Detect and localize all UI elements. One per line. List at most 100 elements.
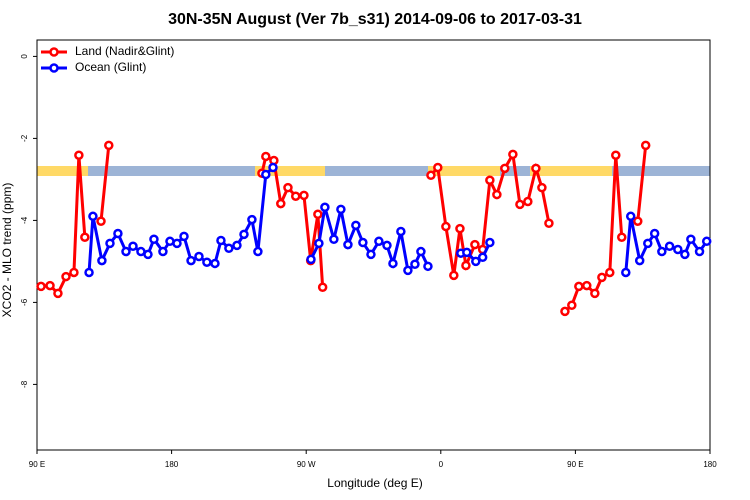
y-tick-label: -8 bbox=[20, 380, 29, 388]
data-point bbox=[261, 151, 271, 162]
data-point bbox=[374, 236, 384, 247]
data-point bbox=[455, 223, 465, 234]
data-point bbox=[531, 163, 541, 174]
data-point bbox=[477, 252, 488, 263]
data-point bbox=[299, 190, 309, 201]
legend-marker bbox=[49, 63, 59, 73]
y-tick-label: 0 bbox=[20, 54, 29, 59]
legend-label: Ocean (Glint) bbox=[75, 60, 146, 74]
data-point bbox=[194, 251, 204, 262]
data-point bbox=[449, 270, 459, 281]
data-point bbox=[461, 260, 471, 271]
chart-title: 30N-35N August (Ver 7b_s31) 2014-09-06 t… bbox=[168, 11, 582, 28]
x-tick-label: 180 bbox=[703, 460, 717, 469]
data-point bbox=[306, 254, 316, 265]
x-tick-label: 90 E bbox=[29, 460, 45, 469]
data-point bbox=[582, 280, 592, 291]
data-point bbox=[104, 140, 114, 151]
data-point bbox=[105, 238, 115, 249]
data-point bbox=[36, 281, 46, 292]
data-point bbox=[149, 234, 159, 245]
y-tick-label: -4 bbox=[20, 216, 29, 224]
data-point bbox=[268, 162, 278, 173]
data-point bbox=[410, 259, 420, 270]
data-point bbox=[485, 237, 495, 248]
data-point bbox=[69, 267, 79, 278]
surface-band bbox=[37, 166, 710, 176]
data-point bbox=[80, 232, 90, 242]
data-point bbox=[329, 234, 339, 245]
data-point bbox=[388, 258, 398, 269]
data-point bbox=[216, 235, 226, 246]
data-point bbox=[643, 238, 653, 249]
data-point bbox=[121, 246, 131, 257]
plot-frame bbox=[36, 39, 711, 451]
data-point bbox=[694, 246, 705, 257]
data-point bbox=[537, 182, 547, 193]
data-point bbox=[590, 288, 600, 299]
x-tick-label: 180 bbox=[165, 460, 179, 469]
data-point bbox=[640, 140, 651, 151]
data-point bbox=[88, 211, 98, 222]
data-point bbox=[290, 191, 301, 201]
data-point bbox=[314, 238, 324, 249]
data-point bbox=[186, 255, 196, 266]
data-point bbox=[320, 202, 330, 213]
data-point bbox=[158, 246, 168, 257]
data-point bbox=[261, 169, 271, 180]
data-point bbox=[96, 216, 106, 226]
data-point bbox=[97, 255, 107, 266]
data-point bbox=[471, 256, 481, 267]
data-point bbox=[61, 271, 71, 282]
data-point bbox=[84, 267, 94, 278]
data-point bbox=[172, 238, 182, 249]
data-point bbox=[605, 267, 615, 278]
data-point bbox=[617, 232, 627, 242]
data-point bbox=[657, 246, 667, 257]
data-point bbox=[74, 150, 84, 160]
data-point bbox=[403, 265, 413, 276]
data-point bbox=[597, 272, 607, 283]
x-tick-label: 90 W bbox=[297, 460, 316, 469]
data-point bbox=[53, 288, 63, 299]
data-point bbox=[567, 300, 577, 311]
data-point bbox=[239, 229, 249, 240]
data-point bbox=[492, 189, 502, 200]
data-point bbox=[253, 246, 263, 257]
data-point bbox=[426, 170, 436, 181]
data-point bbox=[276, 198, 286, 209]
data-point bbox=[232, 240, 242, 251]
data-point bbox=[621, 267, 631, 278]
data-point bbox=[358, 237, 368, 248]
x-axis-label: Longitude (deg E) bbox=[327, 476, 422, 490]
data-point bbox=[128, 241, 138, 251]
data-point bbox=[701, 236, 712, 247]
data-point bbox=[649, 228, 660, 239]
data-point bbox=[179, 231, 189, 242]
data-point bbox=[508, 149, 518, 160]
data-point bbox=[247, 214, 257, 225]
data-point bbox=[544, 218, 554, 229]
data-point bbox=[416, 246, 426, 257]
data-point bbox=[611, 150, 621, 160]
data-point bbox=[673, 244, 683, 255]
data-point bbox=[441, 221, 451, 232]
data-point bbox=[625, 211, 636, 222]
data-point bbox=[366, 249, 376, 260]
data-point bbox=[462, 247, 472, 258]
data-point bbox=[560, 306, 570, 317]
data-point bbox=[523, 196, 533, 207]
data-point bbox=[634, 255, 645, 266]
legend-marker bbox=[49, 47, 59, 57]
y-axis-label: XCO2 - MLO trend (ppm) bbox=[0, 183, 14, 318]
data-point bbox=[382, 240, 392, 251]
data-point bbox=[143, 249, 153, 260]
data-point bbox=[515, 199, 525, 210]
data-point bbox=[224, 243, 234, 254]
x-tick-label: 0 bbox=[439, 460, 444, 469]
y-tick-label: -2 bbox=[20, 134, 29, 142]
data-point bbox=[433, 162, 443, 173]
data-point bbox=[633, 216, 643, 226]
data-point bbox=[343, 239, 353, 250]
